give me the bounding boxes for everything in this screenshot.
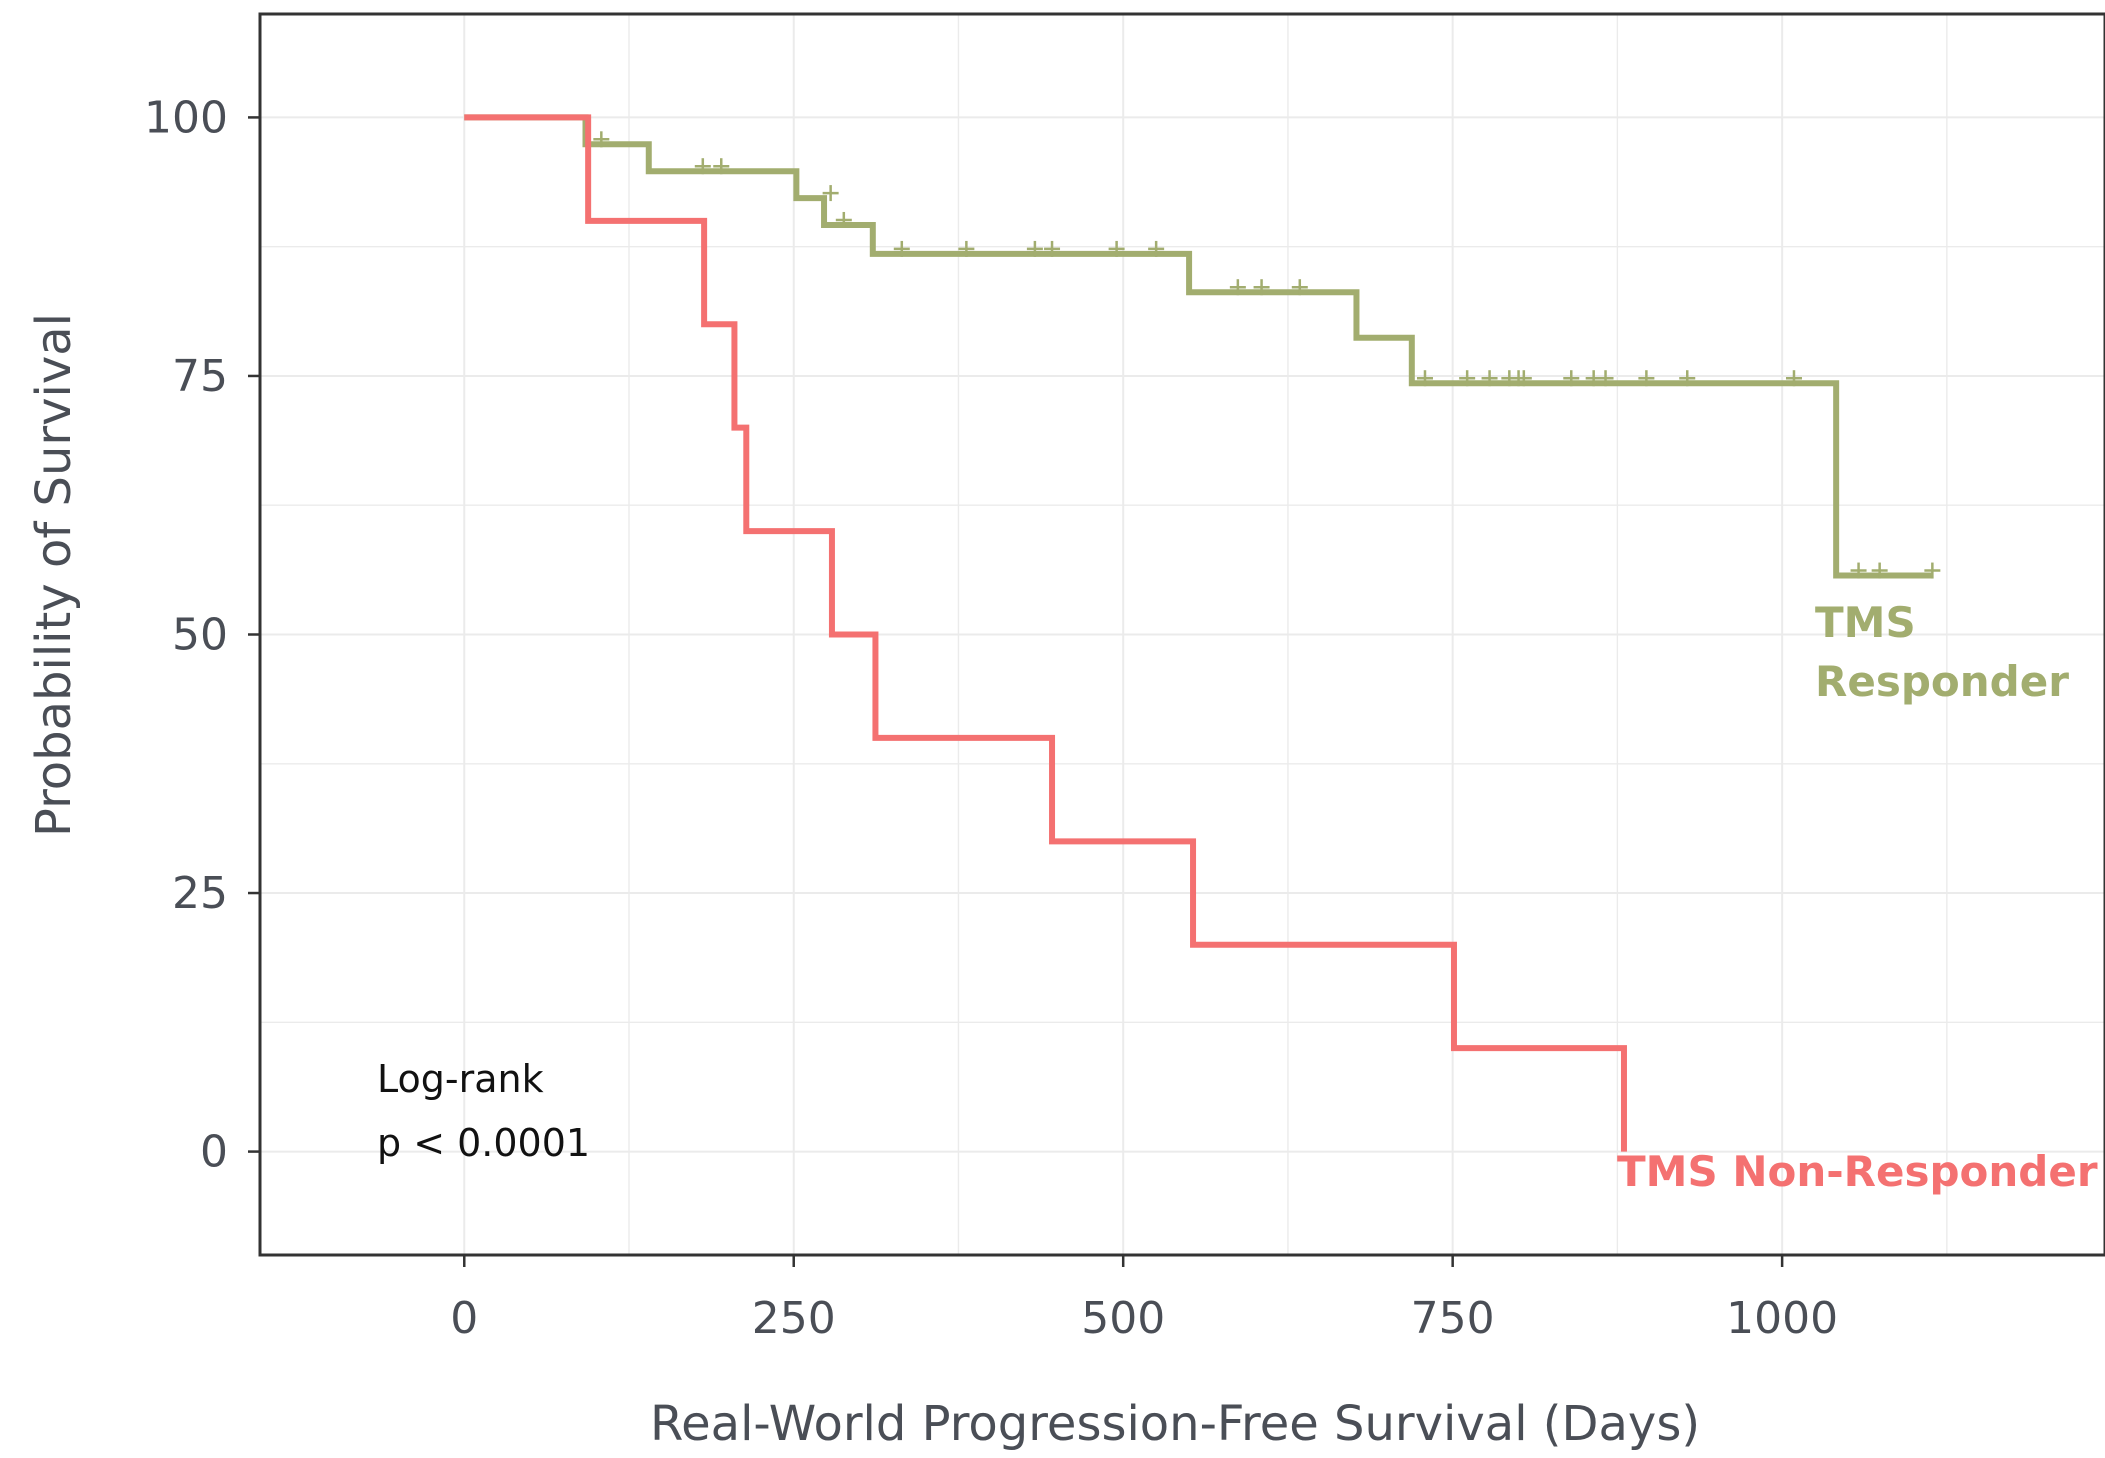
censor-mark-tms-responder [1459,370,1476,387]
censor-mark-tms-responder [1850,562,1867,579]
censor-mark-tms-responder [1515,370,1532,387]
y-tick-label: 0 [200,1127,228,1178]
censor-mark-tms-responder [1871,562,1888,579]
series-line-tms-non-responder [464,114,1627,1152]
censor-mark-tms-responder [1229,279,1246,296]
censor-mark-tms-responder [1924,562,1941,579]
censor-mark-tms-responder [1638,370,1655,387]
y-tick-label: 50 [172,610,228,661]
censor-mark-tms-responder [835,211,852,228]
censor-mark-tms-responder [1253,279,1270,296]
censor-mark-tms-responder [1026,240,1043,257]
series-label-tms-non-responder: TMS Non-Responder [1617,1147,2098,1196]
censor-mark-tms-responder [822,185,839,202]
annotation-line-1: Log-rank [377,1057,544,1101]
censor-mark-tms-responder [958,240,975,257]
censor-mark-tms-responder [713,158,730,175]
censor-mark-tms-responder [1148,240,1165,257]
x-tick-label: 750 [1411,1293,1495,1344]
censor-mark-tms-responder [1785,370,1802,387]
labels: Real-World Progression-Free Survival (Da… [26,313,2098,1452]
axis-ticks: 0 250 500 750 1000 0 25 50 75 100 [144,92,1838,1344]
censor-mark-tms-responder [1416,370,1433,387]
series-label-tms-responder-line-1: TMS [1815,598,1916,647]
x-tick-label: 0 [450,1293,478,1344]
annotation-line-2: p < 0.0001 [377,1121,590,1165]
censor-mark-tms-responder [893,240,910,257]
series-label-tms-responder-line-2: Responder [1815,657,2069,706]
y-axis-title: Probability of Survival [26,313,82,837]
censor-mark-tms-responder [1563,370,1580,387]
x-axis-title: Real-World Progression-Free Survival (Da… [650,1396,1700,1452]
y-tick-label: 100 [144,92,228,143]
y-tick-label: 25 [172,868,228,919]
censor-mark-tms-responder [1597,370,1614,387]
censor-mark-tms-responder [1044,240,1061,257]
censor-mark-tms-responder [1108,240,1125,257]
series-curves [464,114,1941,1152]
grid-lines [260,14,2105,1255]
censor-mark-tms-responder [1481,370,1498,387]
series-line-tms-responder [464,114,1933,579]
censor-mark-tms-responder [694,158,711,175]
x-tick-label: 500 [1081,1293,1165,1344]
censor-mark-tms-responder [1291,279,1308,296]
censor-mark-tms-responder [1679,370,1696,387]
x-tick-label: 1000 [1726,1293,1838,1344]
y-tick-label: 75 [172,351,228,402]
censor-mark-tms-responder [593,131,610,148]
x-tick-label: 250 [752,1293,836,1344]
